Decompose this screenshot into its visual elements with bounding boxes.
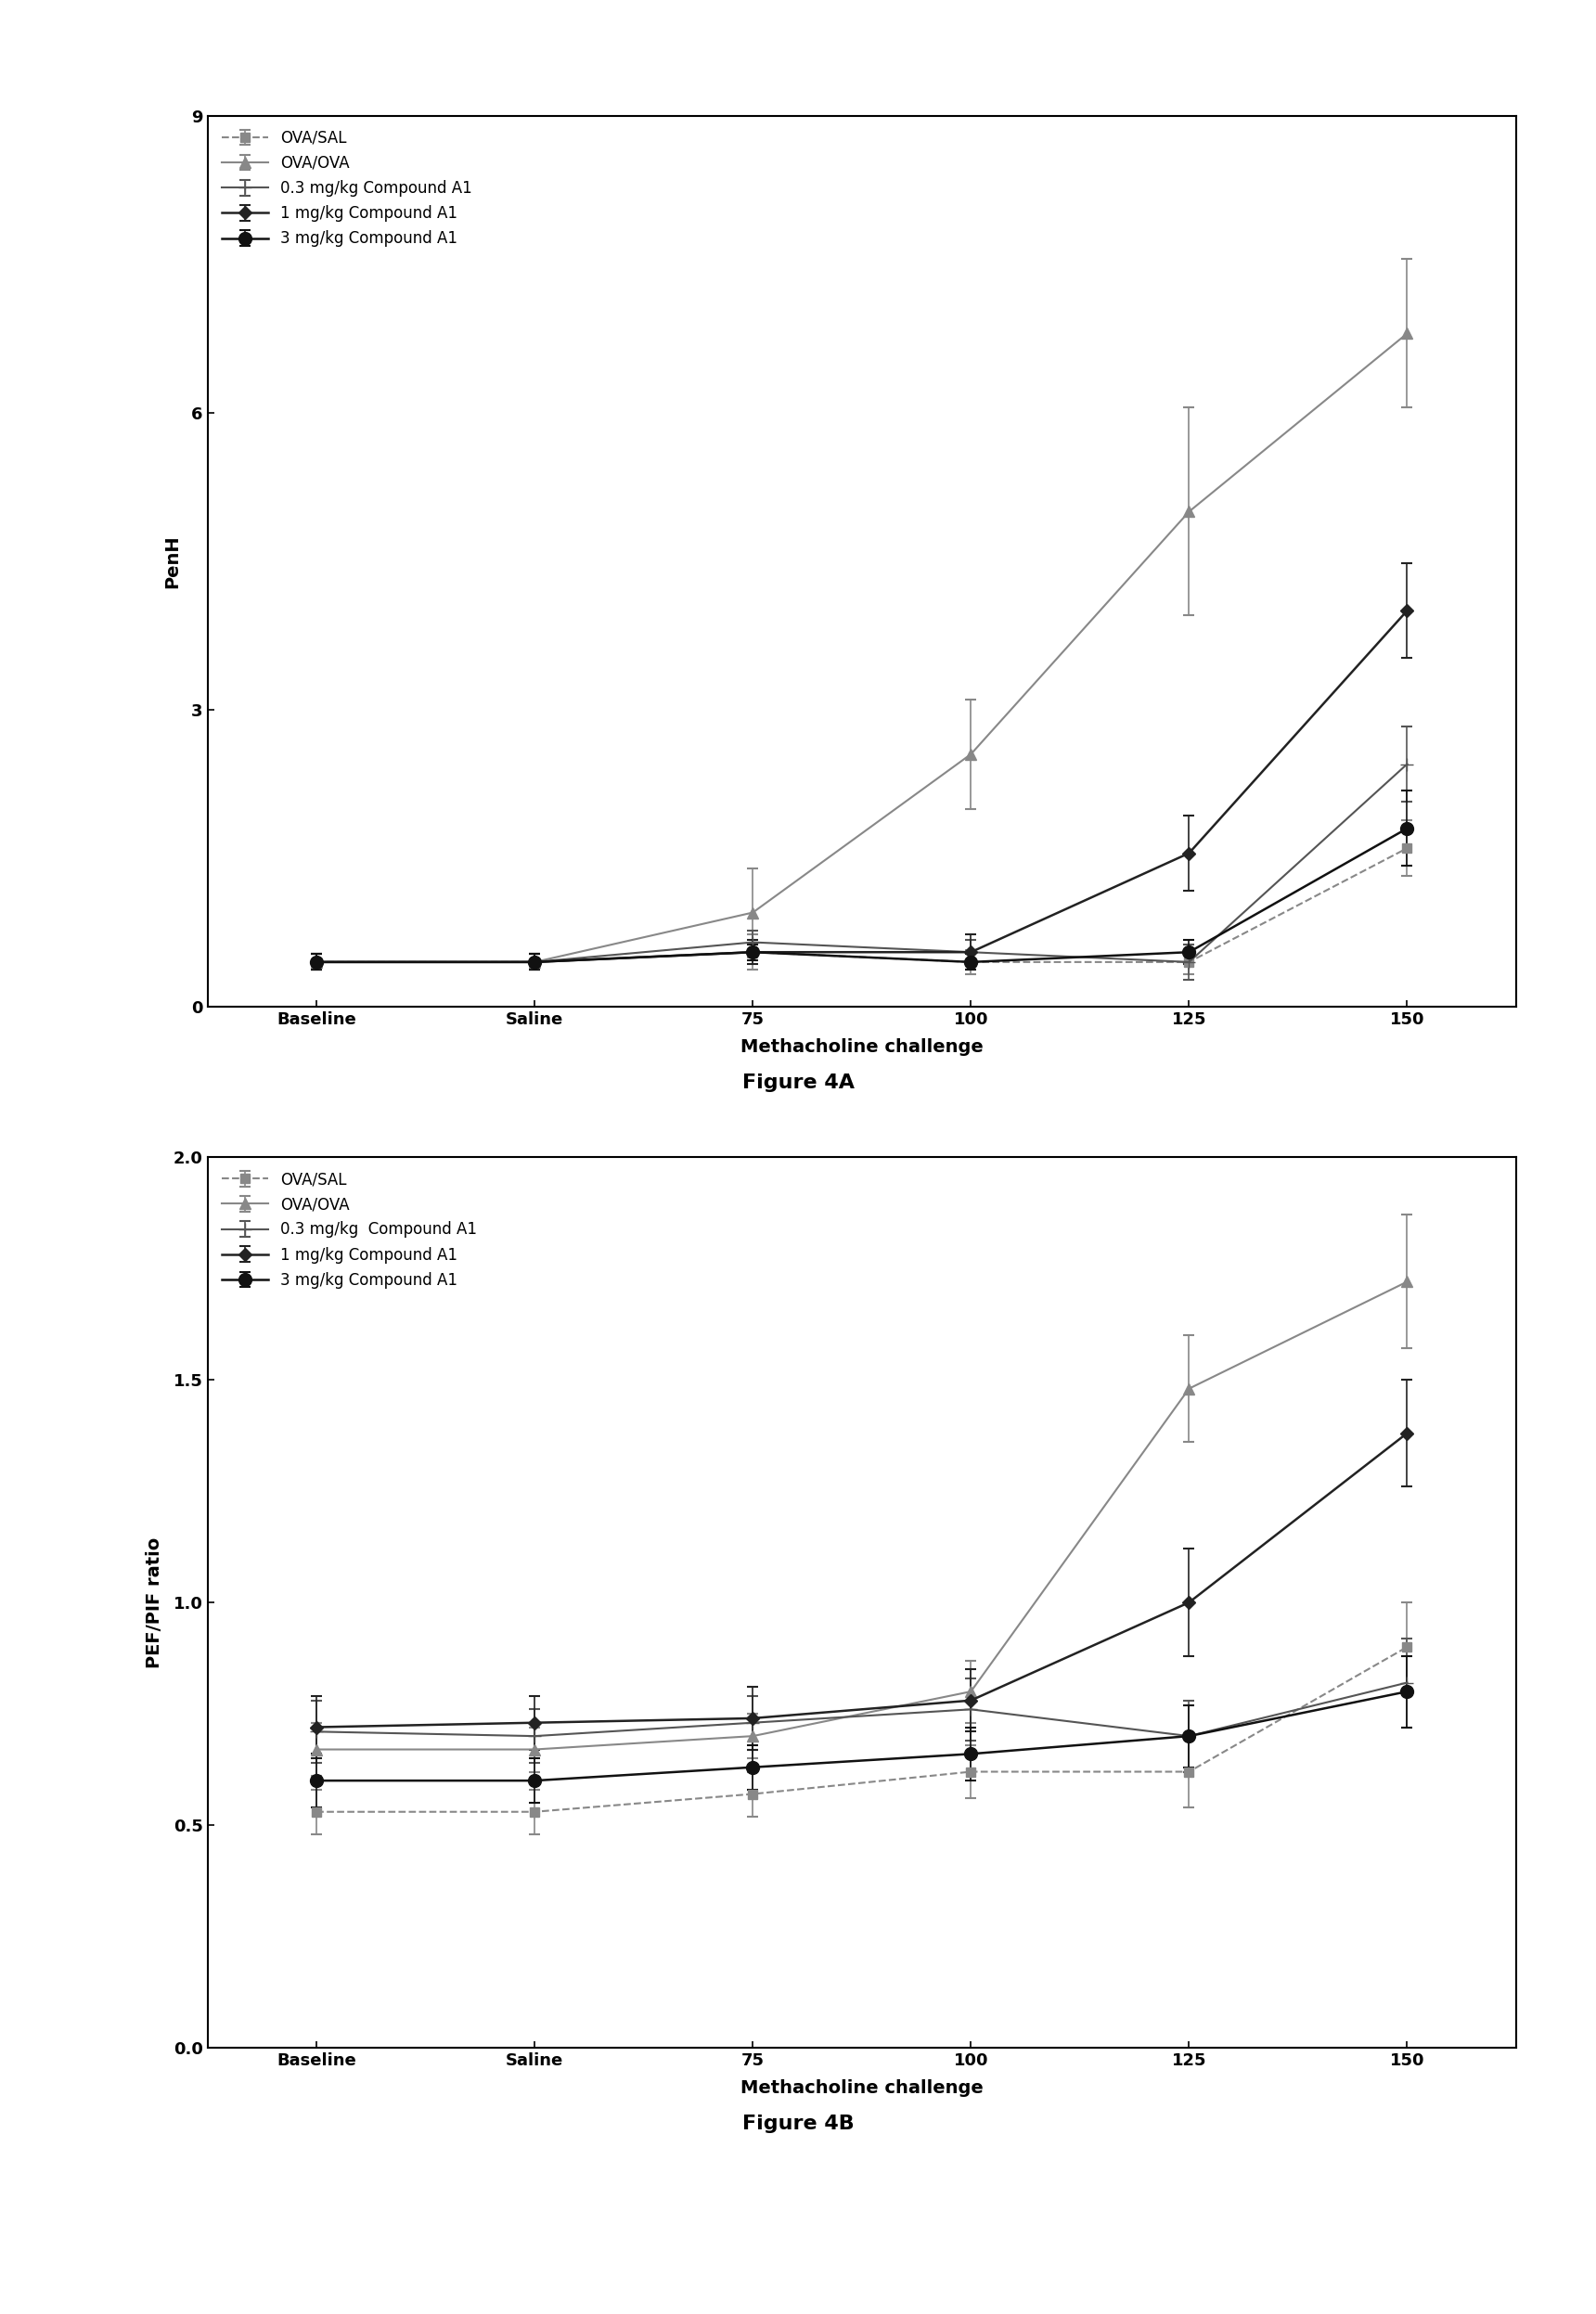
Y-axis label: PenH: PenH	[163, 535, 180, 588]
X-axis label: Methacholine challenge: Methacholine challenge	[741, 2080, 983, 2096]
Text: Figure 4B: Figure 4B	[742, 2115, 854, 2134]
Y-axis label: PEF/PIF ratio: PEF/PIF ratio	[145, 1536, 163, 1668]
Text: Figure 4A: Figure 4A	[742, 1074, 854, 1092]
Legend: OVA/SAL, OVA/OVA, 0.3 mg/kg Compound A1, 1 mg/kg Compound A1, 3 mg/kg Compound A: OVA/SAL, OVA/OVA, 0.3 mg/kg Compound A1,…	[215, 123, 479, 252]
Legend: OVA/SAL, OVA/OVA, 0.3 mg/kg  Compound A1, 1 mg/kg Compound A1, 3 mg/kg Compound : OVA/SAL, OVA/OVA, 0.3 mg/kg Compound A1,…	[215, 1164, 484, 1294]
X-axis label: Methacholine challenge: Methacholine challenge	[741, 1039, 983, 1055]
